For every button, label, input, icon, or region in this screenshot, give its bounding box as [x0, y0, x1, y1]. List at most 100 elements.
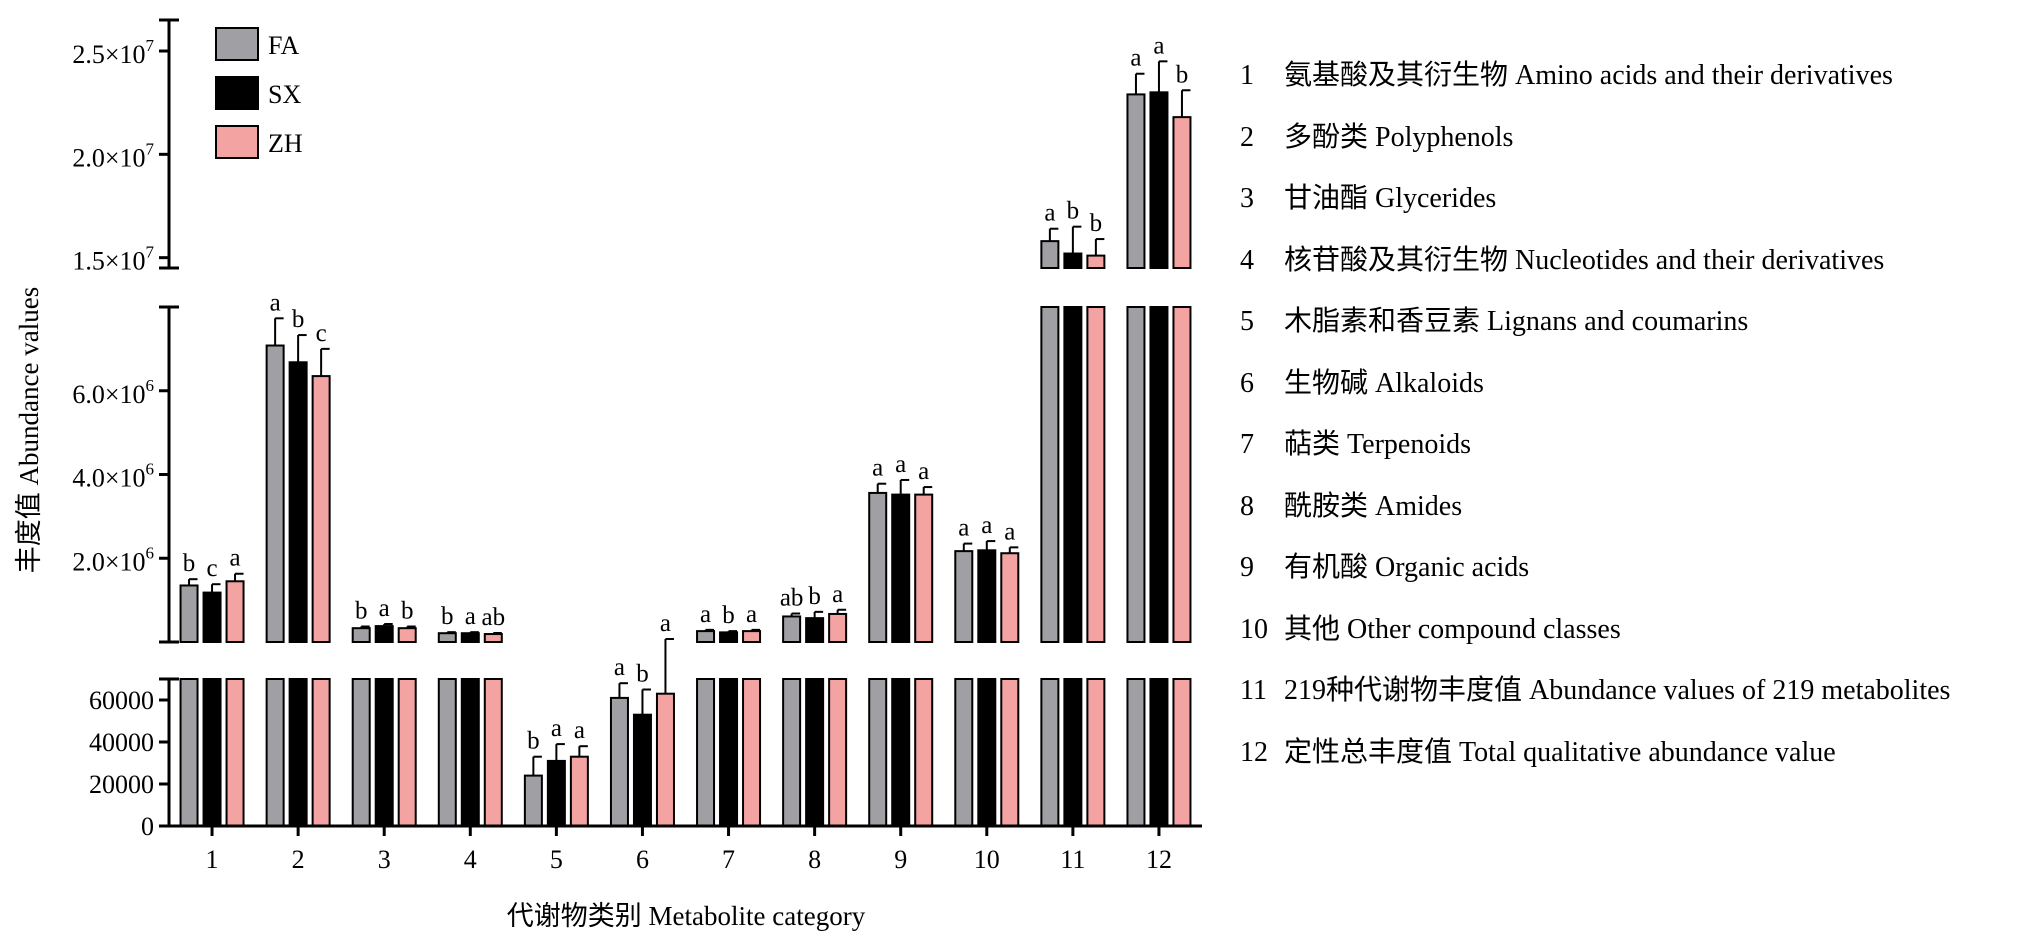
significance-label: a [872, 455, 883, 482]
bar [546, 759, 566, 828]
category-legend-item: 9 有机酸 Organic acids [1240, 552, 2030, 614]
significance-label: b [527, 728, 540, 755]
bar [1040, 240, 1060, 269]
bar [288, 678, 308, 827]
y-tick-label: 40000 [89, 728, 154, 757]
bar [1126, 93, 1146, 270]
significance-label: b [401, 598, 414, 625]
x-tick-label: 11 [1060, 845, 1085, 874]
significance-label: a [1153, 32, 1164, 59]
category-legend-item: 5 木脂素和香豆素 Lignans and coumarins [1240, 306, 2030, 368]
category-label: 生物碱 Alkaloids [1284, 367, 1484, 399]
bar [1063, 678, 1083, 827]
bar [632, 713, 652, 828]
bar [891, 493, 911, 643]
legend-swatch [215, 27, 259, 61]
bar [460, 632, 480, 643]
significance-label: ab [481, 604, 505, 631]
bar [397, 627, 417, 644]
significance-label: a [1130, 45, 1141, 72]
significance-label: a [746, 601, 757, 628]
category-number: 7 [1240, 429, 1254, 460]
bar [782, 615, 802, 643]
bar [1040, 678, 1060, 827]
bar [1172, 116, 1192, 269]
bar [868, 491, 888, 643]
category-number: 3 [1240, 183, 1254, 214]
x-tick-label: 12 [1146, 845, 1172, 874]
category-label: 木脂素和香豆素 Lignans and coumarins [1284, 306, 1749, 337]
category-legend-item: 10 其他 Other compound classes [1240, 614, 2030, 676]
category-label: 核苷酸及其衍生物 Nucleotides and their derivativ… [1284, 244, 1885, 276]
bar [202, 591, 222, 644]
significance-label: a [981, 512, 992, 539]
category-legend-item: 2 多酚类 Polyphenols [1240, 122, 2030, 184]
bar [696, 678, 716, 827]
bar [202, 678, 222, 827]
bar [483, 633, 503, 644]
x-tick-label: 6 [636, 845, 649, 874]
significance-label: a [465, 603, 476, 630]
bar [311, 375, 331, 643]
category-legend-item: 11 219种代谢物丰度值 Abundance values of 219 met… [1240, 675, 2030, 737]
significance-label: b [441, 603, 454, 630]
y-tick-label: 2.0×106 [72, 543, 154, 576]
x-tick-label: 9 [894, 845, 907, 874]
axes-layer: 0 20000 40000 60000 2.0×106 4.0×106 6.0×106 1.5… [72, 18, 1202, 874]
significance-label: c [316, 320, 327, 347]
x-tick-label: 10 [974, 845, 1000, 874]
bar [1086, 678, 1106, 827]
x-tick-label: 1 [206, 845, 219, 874]
bar [868, 678, 888, 827]
x-tick-label: 4 [464, 845, 477, 874]
bar [742, 678, 762, 827]
category-number: 6 [1240, 367, 1254, 399]
category-number: 2 [1240, 121, 1254, 153]
bar [805, 617, 825, 643]
bar [655, 692, 675, 828]
bar [1172, 678, 1192, 827]
legend-swatch [215, 125, 259, 159]
category-legend-item: 7 萜类 Terpenoids [1240, 429, 2030, 491]
significance-label: a [614, 654, 625, 681]
category-number: 10 [1240, 613, 1268, 645]
bar [569, 755, 589, 828]
bar [225, 580, 245, 643]
category-label: 其他 Other compound classes [1284, 613, 1621, 645]
bar [1172, 306, 1192, 643]
y-axis-title: 丰度值 Abundance values [14, 287, 44, 573]
series-legend: FA SX ZH [215, 27, 303, 159]
significance-label: b [1067, 198, 1080, 225]
bar [460, 678, 480, 827]
bar [891, 678, 911, 827]
significance-label: a [660, 610, 671, 637]
bar [828, 678, 848, 827]
y-tick-label: 60000 [89, 686, 154, 715]
bar [1063, 306, 1083, 643]
bar [1086, 306, 1106, 643]
x-tick-label: 7 [722, 845, 735, 874]
category-number: 4 [1240, 244, 1254, 276]
category-number: 5 [1240, 306, 1254, 337]
significance-label: a [832, 581, 843, 608]
significance-label: b [636, 661, 649, 688]
bar [1126, 306, 1146, 643]
category-label: 定性总丰度值 Total qualitative abundance value [1284, 736, 1836, 768]
x-tick-label: 5 [550, 845, 563, 874]
category-number: 1 [1240, 60, 1254, 91]
bar [954, 550, 974, 643]
y-tick-label: 2.5×107 [72, 36, 154, 69]
bar [265, 344, 285, 643]
significance-label: ab [780, 585, 804, 612]
y-tick-label: 2.0×107 [72, 139, 154, 172]
bar [914, 493, 934, 643]
significance-label: b [355, 598, 368, 625]
bar [1000, 552, 1020, 643]
significance-label: a [379, 595, 390, 622]
y-tick-label: 4.0×106 [72, 460, 154, 493]
bar [397, 678, 417, 827]
significance-label: c [206, 555, 217, 582]
significance-label: a [551, 715, 562, 742]
bar [1063, 252, 1083, 270]
